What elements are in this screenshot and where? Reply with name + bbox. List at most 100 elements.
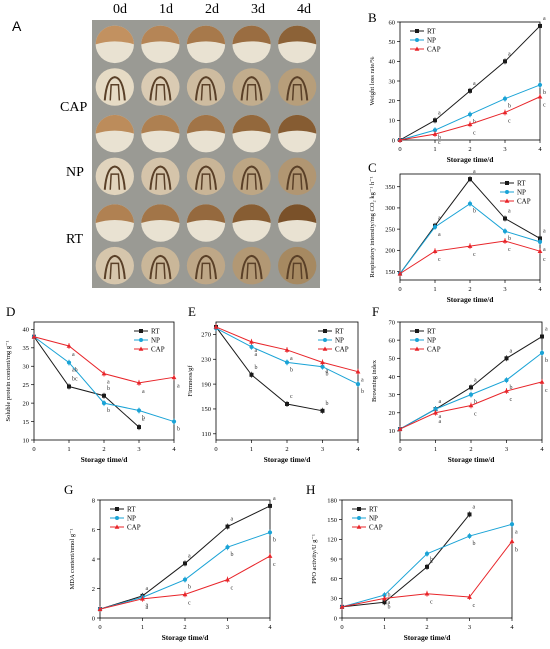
data-point-cap — [339, 604, 345, 609]
cap-top-shape — [95, 114, 134, 134]
y-tick-label: 250 — [385, 226, 395, 233]
gill-side-shape — [186, 68, 226, 106]
data-point-cap — [509, 538, 515, 544]
data-point-np — [539, 350, 545, 355]
gill-side-shape — [95, 157, 134, 196]
data-point-rt — [538, 236, 542, 241]
x-tick-label: 4 — [356, 446, 360, 453]
gill-side-shape — [95, 246, 134, 285]
significance-label: a — [430, 559, 433, 565]
mushroom-photo — [186, 246, 226, 285]
x-tick-label: 3 — [226, 624, 229, 631]
mushroom-photo — [141, 114, 180, 153]
x-tick-label: 3 — [321, 446, 324, 453]
significance-label: a — [439, 414, 442, 420]
x-tick-label: 3 — [503, 286, 506, 293]
y-tick-label: 200 — [385, 248, 395, 255]
data-point-cap — [213, 324, 219, 329]
significance-label: a — [361, 378, 364, 384]
stem-line — [291, 84, 303, 101]
mushroom-photo — [232, 114, 271, 153]
legend-label: RT — [335, 328, 344, 336]
significance-label: b — [473, 541, 476, 547]
panel-letter: H — [306, 482, 315, 497]
gill-side-shape — [278, 157, 317, 196]
day-label-1: 1d — [159, 2, 173, 17]
data-point-rt — [504, 356, 509, 361]
y-axis-label: Browning index — [371, 359, 378, 402]
legend-marker — [115, 507, 119, 511]
data-point-cap — [433, 410, 438, 415]
row-label-cap: CAP — [60, 100, 88, 115]
x-tick-label: 1 — [434, 446, 437, 453]
mushroom-photo — [95, 157, 134, 196]
x-tick-label: 0 — [214, 446, 217, 453]
stem-line — [291, 262, 303, 280]
mushroom-photo — [141, 68, 180, 106]
y-tick-label: 30 — [331, 596, 338, 603]
mushroom-photo — [95, 246, 134, 285]
legend-label: CAP — [335, 346, 349, 354]
legend-marker — [356, 524, 362, 529]
significance-label: a — [438, 232, 441, 238]
data-point-cap — [539, 379, 545, 384]
data-point-cap — [284, 347, 290, 352]
legend-label: CAP — [127, 524, 141, 532]
x-tick-label: 2 — [183, 624, 186, 631]
gill-side-shape — [232, 68, 271, 106]
day-label-4: 4d — [297, 2, 311, 17]
significance-label: a — [146, 586, 149, 592]
gill-side-shape — [186, 157, 226, 196]
mushroom-photo — [186, 114, 226, 153]
series-line-rt — [33, 336, 140, 428]
chart-g: G 0 1 2 3 4 0 2 4 6 8 Storage time/d MDA content/nmo… — [64, 482, 276, 642]
legend-label: NP — [427, 37, 436, 45]
significance-label: b — [473, 209, 476, 215]
mushroom-photo — [232, 246, 271, 285]
mushroom-photo — [278, 25, 317, 64]
legend-label: NP — [335, 337, 344, 345]
data-point-cap — [504, 388, 509, 393]
data-point-rt — [503, 59, 507, 64]
y-tick-label: 40 — [389, 374, 396, 381]
y-tick-label: 10 — [389, 118, 396, 125]
chart-d: D 0 1 2 3 4 10 15 20 25 30 35 40 Storage time/d Solubl… — [5, 304, 180, 464]
data-point-np — [101, 401, 107, 406]
significance-label: c — [430, 600, 433, 606]
significance-label: b — [430, 557, 433, 563]
data-point-cap — [101, 371, 107, 376]
data-point-cap — [424, 591, 430, 596]
significance-label: c — [474, 412, 477, 418]
mushroom-photo — [95, 68, 134, 106]
data-point-np — [502, 229, 508, 234]
x-tick-label: 2 — [468, 286, 471, 293]
significance-label: a — [439, 419, 442, 425]
data-point-rt — [538, 23, 542, 28]
significance-label: c — [545, 388, 548, 394]
data-point-rt — [137, 425, 141, 430]
significance-label: c — [473, 603, 476, 609]
y-tick-label: 25 — [23, 382, 30, 389]
gill-line — [240, 254, 263, 280]
legend-marker — [114, 524, 120, 529]
data-point-cap — [468, 403, 474, 408]
y-tick-label: 0 — [92, 615, 95, 622]
stem-line — [155, 173, 166, 190]
data-point-np — [468, 392, 474, 397]
panel-letter: B — [368, 10, 377, 25]
significance-label: b — [361, 389, 364, 395]
data-point-np — [537, 82, 543, 88]
legend-marker — [505, 190, 509, 194]
data-point-np — [182, 577, 188, 582]
day-label-0: 0d — [113, 2, 127, 17]
mushroom-photo — [141, 204, 180, 242]
significance-label: a — [231, 517, 234, 523]
significance-label: b — [255, 365, 258, 371]
x-tick-label: 2 — [469, 446, 472, 453]
significance-label: b — [388, 604, 391, 610]
y-tick-label: 20 — [389, 98, 396, 105]
cap-top-shape — [95, 25, 134, 45]
data-point-np — [136, 408, 142, 413]
y-tick-label: 50 — [389, 39, 396, 46]
significance-label: bc — [72, 377, 78, 383]
